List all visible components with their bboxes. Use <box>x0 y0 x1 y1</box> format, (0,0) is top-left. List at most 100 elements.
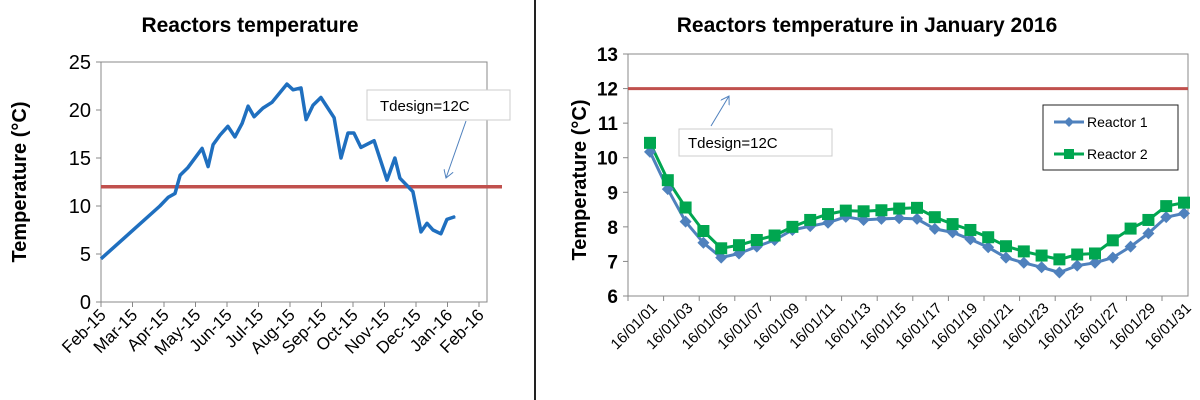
reactor-2-point <box>1071 248 1084 261</box>
right-y-tick-label: 9 <box>607 183 618 204</box>
reactor-1-point <box>679 215 692 228</box>
left-data-point <box>333 117 335 119</box>
left-data-point <box>420 231 422 233</box>
left-data-point <box>212 144 214 146</box>
left-y-tick-label: 0 <box>80 292 91 314</box>
left-data-point <box>373 140 375 142</box>
reactor-2-point <box>804 213 817 226</box>
reactor-2-point <box>1142 213 1155 226</box>
reactor-1-point <box>1053 266 1066 279</box>
right-annotation: Tdesign=12C <box>678 96 833 157</box>
reactor-1-point <box>893 212 906 225</box>
reactor-1-point <box>1160 211 1173 224</box>
reactor-2-point <box>822 208 834 221</box>
left-data-point <box>159 205 161 207</box>
right-legend: Reactor 1 Reactor 2 <box>1042 104 1179 171</box>
left-y-tick-label: 5 <box>80 244 91 266</box>
reactor-1-point <box>1035 261 1048 274</box>
reactor-2-point <box>750 233 763 246</box>
reactor-2-point <box>1000 240 1012 253</box>
left-data-point <box>386 179 388 181</box>
reactor-1-point <box>1106 251 1119 264</box>
left-data-point <box>412 191 414 193</box>
left-data-point <box>234 136 236 138</box>
right-y-tick-label: 8 <box>607 218 618 239</box>
right-design-line-group <box>628 87 1188 93</box>
left-data-point <box>241 122 243 124</box>
left-chart: Reactors temperature Temperature (°C) 0 5… <box>9 14 511 359</box>
reactor-2-point <box>697 225 710 238</box>
left-y-tick-label: 10 <box>69 196 91 218</box>
left-data-point <box>446 218 448 220</box>
right-y-tick-label: 10 <box>597 149 618 170</box>
reactor-2-point <box>661 174 674 187</box>
legend-reactor-2-label: Reactor 2 <box>1087 146 1148 162</box>
left-data-point <box>247 105 249 107</box>
legend-reactor-1-label: Reactor 1 <box>1087 114 1148 130</box>
reactor-1-point <box>1000 251 1012 264</box>
left-data-point <box>360 146 362 148</box>
left-annotation-text: Tdesign=12C <box>380 98 470 115</box>
right-chart-title: Reactors temperature in January 2016 <box>677 14 1058 37</box>
reactor-2-point <box>1124 222 1137 235</box>
reactor-1-point <box>1071 259 1084 272</box>
left-annotation-arrow <box>446 120 467 178</box>
reactor-2-point <box>875 204 888 217</box>
left-data-point <box>300 87 302 89</box>
reactor-2-point <box>715 242 728 255</box>
left-data-point <box>432 229 434 231</box>
right-y-tick-label: 6 <box>607 287 618 308</box>
reactor-2-point <box>982 231 995 244</box>
left-data-point <box>207 166 209 168</box>
left-y-axis-label: Temperature (°C) <box>9 102 31 263</box>
right-y-axis-label: Temperature (°C) <box>569 100 591 261</box>
right-y-tick-label: 12 <box>597 80 618 101</box>
reactor-2-point <box>857 205 870 218</box>
reactor-2-point <box>946 218 959 231</box>
reactor-2-point <box>839 204 852 217</box>
right-plot-area <box>627 53 1189 297</box>
left-data-point <box>201 147 203 149</box>
left-y-tick-label: 20 <box>69 100 91 122</box>
reactor-2-point <box>786 220 799 233</box>
reactor-1-point <box>928 222 941 235</box>
legend-box <box>1042 104 1179 171</box>
left-annotation: Tdesign=12C <box>366 89 511 178</box>
left-data-point <box>347 132 349 134</box>
legend-reactor-2-marker <box>1064 149 1074 159</box>
reactor-1-point <box>1142 227 1155 240</box>
left-data-point <box>454 216 456 218</box>
reactor-1-point <box>1089 256 1101 269</box>
left-data-point <box>305 119 307 121</box>
reactor-1-point <box>1124 240 1137 253</box>
left-data-point <box>187 167 189 169</box>
reactor-2-point <box>964 223 977 236</box>
left-data-point <box>219 134 221 136</box>
left-data-point <box>394 157 396 159</box>
reactor-2-point <box>893 202 906 215</box>
left-y-tick-label: 25 <box>69 52 91 74</box>
left-data-point <box>174 193 176 195</box>
reactor-1-point <box>1017 256 1030 269</box>
left-data-point <box>286 83 288 85</box>
reactor-2-point <box>1053 253 1066 266</box>
reactor-2-point <box>1017 245 1030 258</box>
left-plot-area <box>100 61 488 303</box>
reactor-2-point <box>1160 200 1173 213</box>
left-data-point <box>262 107 264 109</box>
left-data-point <box>167 196 169 198</box>
reactor-2-point <box>1178 196 1190 209</box>
right-series-group <box>644 136 1190 279</box>
left-data-point <box>312 104 314 106</box>
left-data-point <box>426 222 428 224</box>
left-y-tick-label: 15 <box>69 148 91 170</box>
reactor-1-point <box>1178 207 1190 220</box>
reactor-2-point <box>679 201 692 214</box>
left-series-group <box>99 82 456 261</box>
reactor-2-point <box>1035 249 1048 262</box>
reactor-1-point <box>715 251 728 264</box>
left-data-point <box>271 101 273 103</box>
left-data-point <box>227 125 229 127</box>
right-y-tick-label: 13 <box>597 45 618 66</box>
